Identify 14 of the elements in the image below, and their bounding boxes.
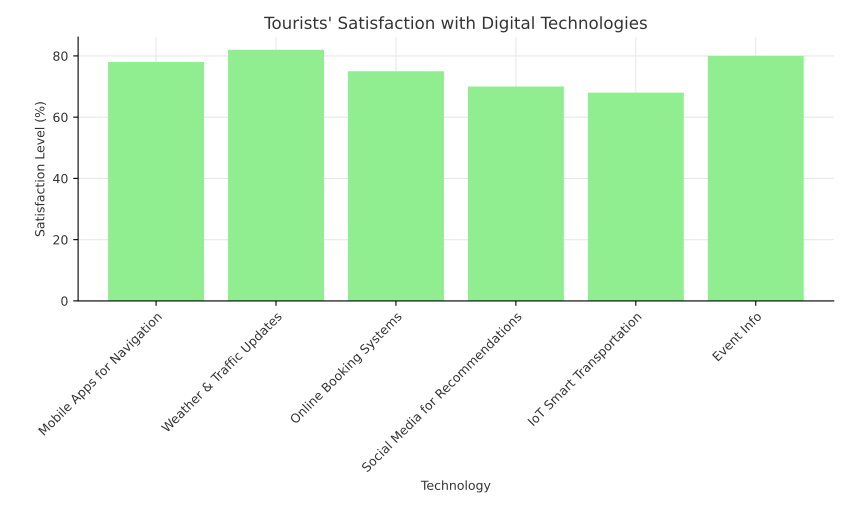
y-tick-label: 0	[61, 296, 68, 306]
bar	[468, 86, 564, 301]
bar	[108, 62, 204, 301]
y-axis-title: Satisfaction Level (%)	[34, 102, 46, 236]
bar	[228, 50, 324, 301]
bar	[588, 92, 684, 301]
y-tick-label: 40	[53, 174, 68, 184]
y-tick-label: 60	[53, 112, 68, 122]
bar	[348, 71, 444, 301]
y-tick-label: 80	[53, 51, 68, 61]
x-axis-title: Technology	[420, 480, 491, 492]
y-tick-label: 20	[53, 235, 68, 245]
bar	[708, 56, 804, 301]
chart-title: Tourists' Satisfaction with Digital Technologies	[264, 16, 647, 32]
